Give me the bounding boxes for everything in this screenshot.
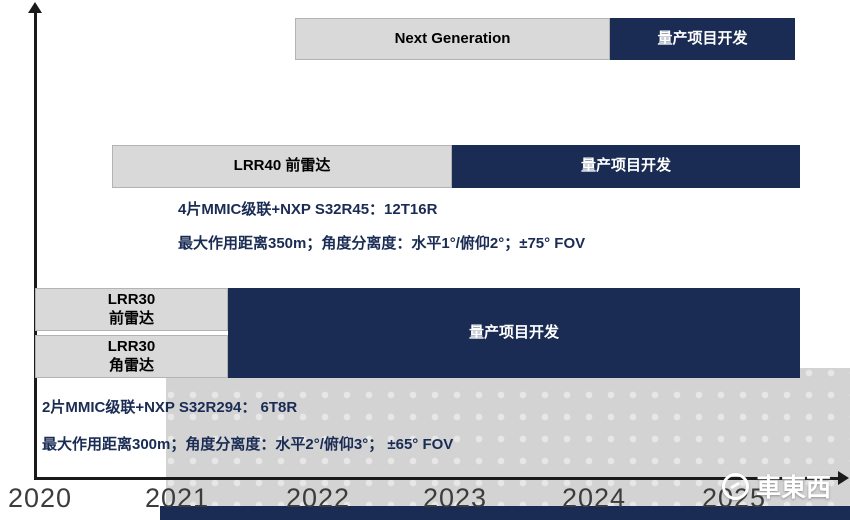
lrr30-spec-note-2: 最大作用距离300m；角度分离度：水平2°/俯仰3°； ±65° FOV	[42, 436, 454, 453]
bar-next-generation-production: 量产项目开发	[610, 18, 795, 60]
bar-lrr40-production: 量产项目开发	[452, 145, 800, 188]
lrr30-spec-note-1: 2片MMIC级联+NXP S32R294： 6T8R	[42, 399, 298, 416]
brand-logo-icon	[722, 472, 749, 500]
x-tick-2022: 2022	[285, 483, 351, 513]
bar-lrr40-front-radar: LRR40 前雷达	[112, 145, 452, 188]
x-tick-2023: 2023	[422, 483, 488, 513]
x-tick-2021: 2021	[144, 483, 210, 513]
bar-lrr30-corner-radar: LRR30 角雷达	[35, 335, 228, 378]
x-axis-arrowhead-icon	[838, 471, 849, 485]
y-axis-line	[34, 10, 37, 480]
x-tick-2024: 2024	[561, 483, 627, 513]
lrr40-spec-note-1: 4片MMIC级联+NXP S32R45：12T16R	[178, 201, 438, 218]
y-axis-arrowhead-icon	[28, 2, 42, 13]
bar-lrr30-production: 量产项目开发	[228, 288, 800, 378]
bar-next-generation-phase: Next Generation	[295, 18, 610, 60]
brand-watermark-text: 車東西	[756, 474, 832, 502]
x-tick-2020: 2020	[7, 483, 73, 513]
dotted-watermark-panel	[166, 368, 850, 506]
bar-lrr30-front-radar: LRR30 前雷达	[35, 288, 228, 331]
bottom-navy-strip	[160, 506, 850, 520]
brand-watermark: 車東西	[722, 468, 831, 504]
x-axis-line	[34, 477, 840, 480]
lrr40-spec-note-2: 最大作用距离350m；角度分离度：水平1°/俯仰2°；±75° FOV	[178, 235, 586, 252]
